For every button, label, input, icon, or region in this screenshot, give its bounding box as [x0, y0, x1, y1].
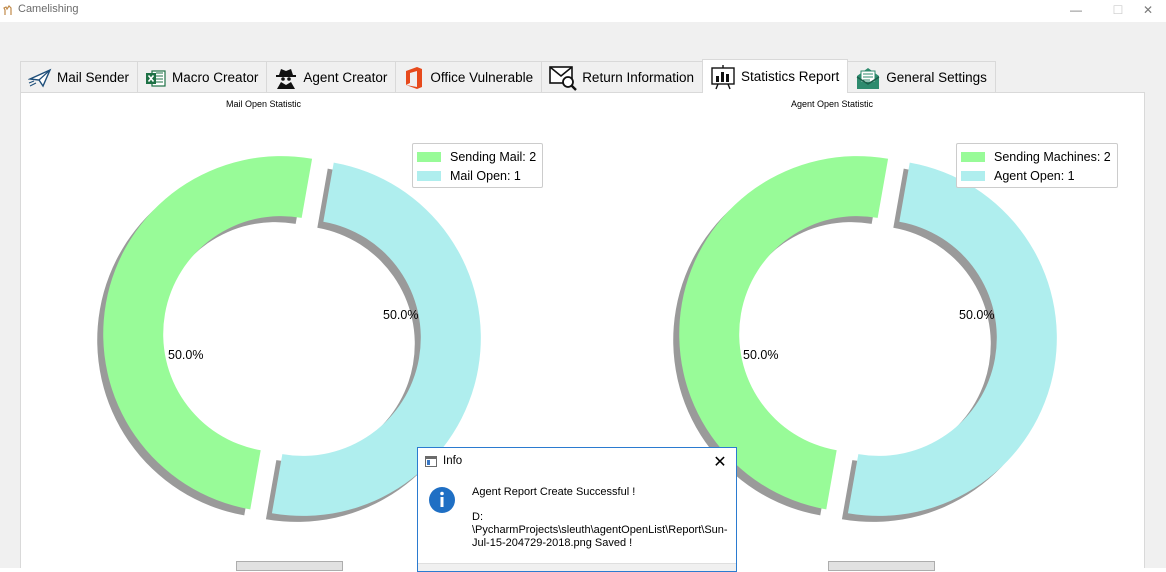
- legend-swatch: [417, 151, 441, 162]
- legend-swatch: [961, 151, 985, 162]
- pie-slice: [103, 156, 313, 510]
- dialog-title-bar: Info ✕: [418, 448, 736, 476]
- tab-label: Agent Creator: [303, 70, 388, 85]
- slice-label: 50.0%: [743, 348, 779, 362]
- dialog-footer: [418, 563, 736, 571]
- dialog-title: Info: [443, 455, 463, 467]
- tab-return-information[interactable]: Return Information: [541, 61, 703, 93]
- legend-label: Sending Machines: 2: [994, 149, 1111, 164]
- dialog-path-line: D:: [472, 511, 483, 523]
- info-dialog: Info ✕ Agent Report Create Successful ! …: [417, 447, 737, 572]
- window-title: Camelishing: [18, 3, 79, 15]
- tab-statistics-report[interactable]: Statistics Report: [702, 59, 849, 93]
- report-icon: [711, 64, 735, 89]
- mail-open-chart: [97, 156, 481, 522]
- info-icon: [429, 487, 455, 513]
- dialog-message: Agent Report Create Successful !: [472, 486, 636, 498]
- chart-legend: Sending Mail: 2 Mail Open: 1: [412, 143, 544, 188]
- chart-title: Agent Open Statistic: [791, 99, 874, 109]
- dialog-close-button[interactable]: ✕: [713, 454, 727, 471]
- legend-swatch: [961, 170, 985, 181]
- paper-plane-icon: [28, 68, 52, 87]
- spy-icon: [276, 68, 297, 89]
- maximize-button[interactable]: ☐: [1112, 3, 1124, 17]
- slice-label: 50.0%: [383, 308, 419, 322]
- office-icon: [406, 66, 423, 89]
- create-report-button[interactable]: [236, 561, 343, 571]
- pie-slice: [679, 156, 889, 510]
- tab-label: General Settings: [886, 70, 987, 85]
- pie-slice: [847, 162, 1057, 516]
- settings-mail-icon: [856, 67, 880, 89]
- tab-label: Statistics Report: [741, 69, 840, 84]
- tab-general-settings[interactable]: General Settings: [847, 61, 996, 93]
- slice-label: 50.0%: [168, 348, 204, 362]
- tab-office-vulnerable[interactable]: Office Vulnerable: [395, 61, 543, 93]
- pie-slice: [271, 162, 481, 516]
- chart-title: Mail Open Statistic: [226, 99, 302, 109]
- title-bar: Camelishing — ☐ ✕: [0, 0, 1166, 22]
- slice-label: 50.0%: [959, 308, 995, 322]
- create-report-button[interactable]: [828, 561, 935, 571]
- legend-label: Agent Open: 1: [994, 168, 1075, 183]
- window-icon: [425, 456, 437, 467]
- dialog-path: D: \PycharmProjects\sleuth\agentOpenList…: [472, 511, 732, 550]
- legend-entry: Agent Open: 1: [961, 166, 1111, 185]
- camel-icon: [3, 5, 12, 15]
- tab-bar: Mail Sender Macro Creator Agent Creator …: [20, 59, 996, 93]
- legend-swatch: [417, 170, 441, 181]
- tab-label: Mail Sender: [57, 70, 130, 85]
- agent-open-chart: [673, 156, 1057, 522]
- mail-search-icon: [549, 65, 578, 91]
- close-button[interactable]: ✕: [1142, 3, 1154, 17]
- tab-label: Office Vulnerable: [430, 70, 534, 85]
- tab-mail-sender[interactable]: Mail Sender: [20, 61, 139, 93]
- legend-label: Sending Mail: 2: [450, 149, 537, 164]
- tab-agent-creator[interactable]: Agent Creator: [266, 61, 397, 93]
- tab-macro-creator[interactable]: Macro Creator: [137, 61, 268, 93]
- tab-label: Macro Creator: [172, 70, 259, 85]
- legend-entry: Sending Mail: 2: [417, 147, 536, 166]
- legend-label: Mail Open: 1: [450, 168, 521, 183]
- legend-entry: Mail Open: 1: [417, 166, 536, 185]
- tab-label: Return Information: [582, 70, 694, 85]
- dialog-path-line: \PycharmProjects\sleuth\agentOpenList\Re…: [472, 524, 728, 549]
- legend-entry: Sending Machines: 2: [961, 147, 1111, 166]
- excel-icon: [146, 69, 166, 87]
- chart-legend: Sending Machines: 2 Agent Open: 1: [956, 143, 1118, 188]
- minimize-button[interactable]: —: [1070, 3, 1082, 17]
